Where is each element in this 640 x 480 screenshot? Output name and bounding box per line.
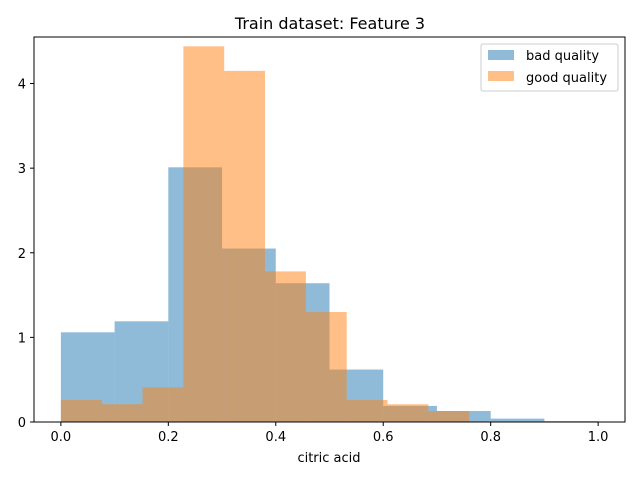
legend: bad quality good quality — [480, 43, 619, 92]
x-axis-ticks: 0.0 0.2 0.4 0.6 0.8 1.0 — [51, 422, 609, 445]
y-tick-label: 1 — [18, 331, 26, 346]
chart-title: Train dataset: Feature 3 — [234, 14, 425, 33]
bar-good-6 — [305, 312, 347, 422]
legend-label-good-quality: good quality — [526, 71, 607, 86]
bar-good-7 — [346, 400, 388, 422]
y-tick-label: 4 — [18, 78, 26, 93]
bar-good-9 — [428, 411, 470, 422]
plot-frame — [33, 36, 626, 423]
y-tick-label: 3 — [18, 162, 26, 177]
x-tick-label: 1.0 — [588, 430, 609, 445]
x-tick-label: 0.0 — [51, 430, 72, 445]
bar-good-3 — [183, 46, 225, 423]
y-tick-label: 0 — [18, 416, 26, 431]
legend-swatch-bad-quality — [488, 50, 514, 60]
x-tick-label: 0.4 — [265, 430, 286, 445]
x-tick-label: 0.6 — [373, 430, 394, 445]
y-axis-ticks: 0 1 2 3 4 — [18, 78, 34, 431]
bars-layer — [60, 46, 599, 423]
legend-box — [480, 43, 619, 92]
y-tick-label: 2 — [18, 247, 26, 262]
bar-good-0 — [60, 400, 102, 422]
bar-good-5 — [265, 271, 306, 422]
legend-label-bad-quality: bad quality — [526, 49, 599, 64]
legend-swatch-good-quality — [488, 71, 514, 81]
bar-good-2 — [142, 387, 184, 422]
bar-good-4 — [224, 70, 266, 422]
bar-good-1 — [101, 404, 143, 422]
x-axis-label: citric acid — [297, 451, 360, 466]
x-tick-label: 0.8 — [480, 430, 501, 445]
x-tick-label: 0.2 — [158, 430, 179, 445]
bar-bad-8 — [490, 418, 545, 422]
bar-good-8 — [387, 404, 429, 422]
